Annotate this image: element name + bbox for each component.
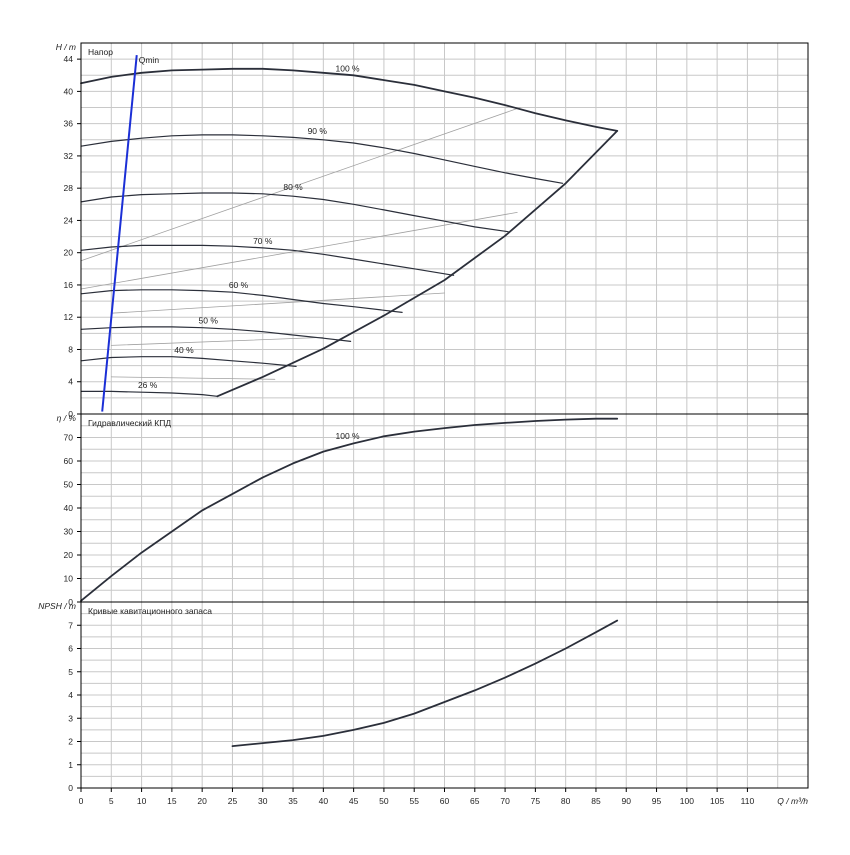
series-line xyxy=(80,244,455,276)
series-label: 90 % xyxy=(308,126,328,136)
x-tick-label: 55 xyxy=(409,796,419,806)
y-tick-label: 40 xyxy=(64,86,74,96)
x-tick-label: 45 xyxy=(349,796,359,806)
x-tick-label: 85 xyxy=(591,796,601,806)
x-tick-label: 90 xyxy=(622,796,632,806)
x-tick-label: 15 xyxy=(167,796,177,806)
series-line xyxy=(80,67,619,132)
y-tick-label: 30 xyxy=(64,527,74,537)
series-line xyxy=(80,326,352,342)
panel-title: Гидравлический КПД xyxy=(88,418,171,428)
y-tick-label: 60 xyxy=(64,456,74,466)
series-line xyxy=(80,289,403,313)
series-line xyxy=(80,356,297,367)
series-line xyxy=(80,390,218,397)
y-tick-label: 70 xyxy=(64,433,74,443)
y-tick-label: 20 xyxy=(64,248,74,258)
y-tick-label: 16 xyxy=(64,280,74,290)
envelope-curve xyxy=(216,129,619,398)
series-label: 80 % xyxy=(283,182,303,192)
y-tick-label: 40 xyxy=(64,503,74,513)
y-tick-label: 0 xyxy=(68,783,73,793)
y-tick-label: 12 xyxy=(64,312,74,322)
series-label: 60 % xyxy=(229,280,249,290)
x-tick-label: 25 xyxy=(228,796,238,806)
x-tick-label: 65 xyxy=(470,796,480,806)
y-tick-label: 4 xyxy=(68,377,73,387)
y-tick-label: 3 xyxy=(68,713,73,723)
series-label: 50 % xyxy=(199,315,219,325)
x-tick-label: 5 xyxy=(109,796,114,806)
series-label: 100 % xyxy=(336,431,361,441)
x-tick-label: 20 xyxy=(197,796,207,806)
y-tick-label: 44 xyxy=(64,54,74,64)
y-tick-label: 24 xyxy=(64,215,74,225)
x-tick-label: 0 xyxy=(79,796,84,806)
y-tick-label: 6 xyxy=(68,644,73,654)
y-tick-label: 1 xyxy=(68,760,73,770)
x-tick-label: 10 xyxy=(137,796,147,806)
y-tick-label: 8 xyxy=(68,344,73,354)
series-line xyxy=(80,417,619,602)
y-tick-label: 36 xyxy=(64,119,74,129)
series-line xyxy=(231,619,619,747)
x-tick-label: 60 xyxy=(440,796,450,806)
panel-title: Напор xyxy=(88,47,113,57)
y-tick-label: 2 xyxy=(68,737,73,747)
efficiency-iso-line xyxy=(110,292,445,314)
x-tick-label: 95 xyxy=(652,796,662,806)
y-tick-label: 5 xyxy=(68,667,73,677)
y-tick-label: 0 xyxy=(68,597,73,607)
x-tick-label: 70 xyxy=(500,796,510,806)
y-tick-label: 32 xyxy=(64,151,74,161)
efficiency-iso-line xyxy=(80,107,521,262)
panel-title: Кривые кавитационного запаса xyxy=(88,606,212,616)
efficiency-iso-line xyxy=(110,336,324,346)
y-tick-label: 20 xyxy=(64,550,74,560)
qmin-line xyxy=(101,55,138,412)
y-tick-label: 4 xyxy=(68,690,73,700)
y-axis-label: η / % xyxy=(57,413,77,423)
y-tick-label: 10 xyxy=(64,574,74,584)
y-axis-label: NPSH / m xyxy=(38,601,76,611)
series-label: 40 % xyxy=(174,345,194,355)
x-tick-label: 40 xyxy=(319,796,329,806)
y-axis-label: H / m xyxy=(56,42,76,52)
series-label: 100 % xyxy=(336,64,361,74)
y-tick-label: 7 xyxy=(68,620,73,630)
x-tick-label: 80 xyxy=(561,796,571,806)
x-tick-label: 100 xyxy=(680,796,694,806)
series-line xyxy=(80,134,564,184)
series-label: 70 % xyxy=(253,236,273,246)
y-tick-label: 50 xyxy=(64,480,74,490)
qmin-label: Qmin xyxy=(139,55,160,65)
x-tick-label: 35 xyxy=(288,796,298,806)
y-tick-label: 28 xyxy=(64,183,74,193)
series-label: 26 % xyxy=(138,380,158,390)
x-tick-label: 30 xyxy=(258,796,268,806)
series-line xyxy=(80,192,509,233)
x-tick-label: 110 xyxy=(741,796,755,806)
y-tick-label: 0 xyxy=(68,409,73,419)
x-tick-label: 105 xyxy=(710,796,724,806)
x-tick-label: 75 xyxy=(531,796,541,806)
x-tick-label: 50 xyxy=(379,796,389,806)
efficiency-iso-line xyxy=(110,376,276,380)
x-axis-label: Q / m³/h xyxy=(777,796,808,806)
